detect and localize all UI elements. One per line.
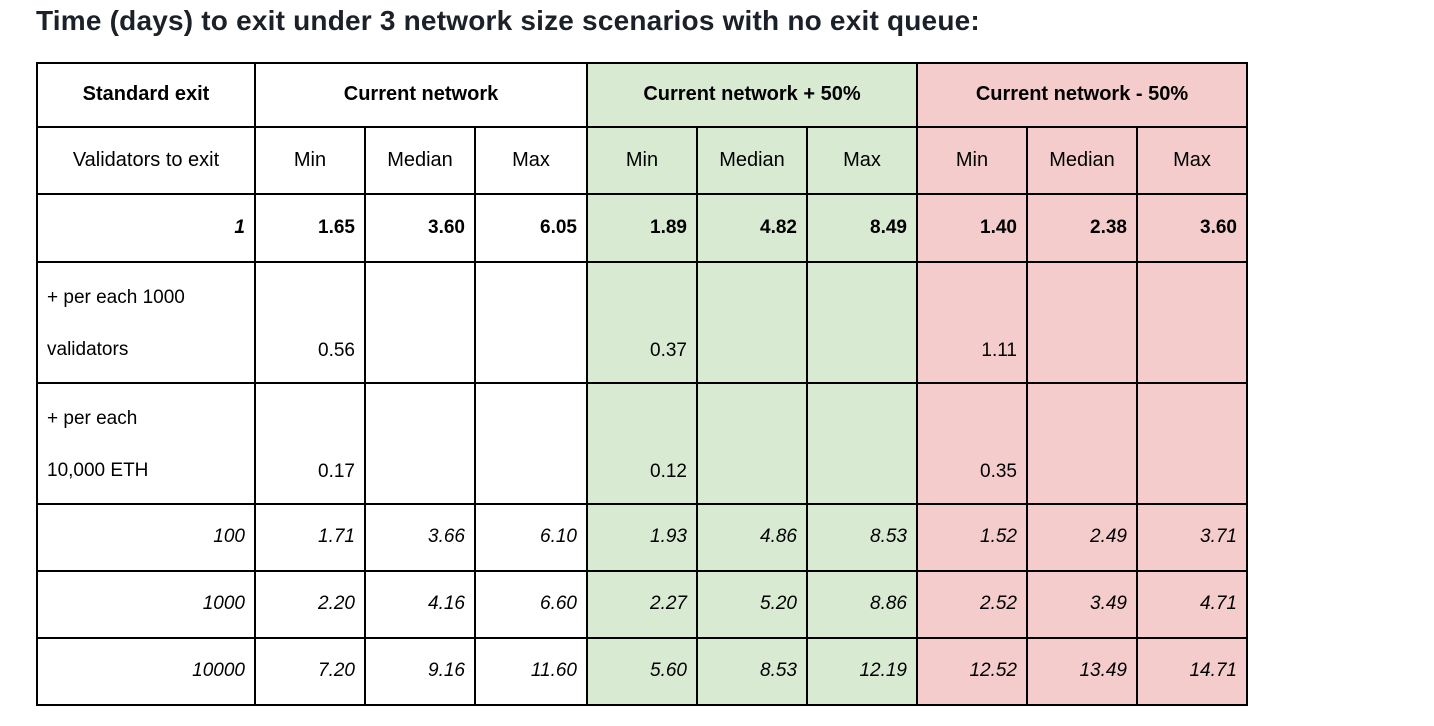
cell	[364, 260, 476, 384]
cell: 7.20	[254, 636, 366, 706]
cell: 1.52	[916, 502, 1028, 572]
subheader-median: Median	[696, 125, 808, 195]
subheader-min: Min	[916, 125, 1028, 195]
cell: 2.20	[254, 569, 366, 639]
subheader-max: Max	[806, 125, 918, 195]
header-standard-exit: Standard exit	[36, 61, 256, 128]
cell: 8.53	[696, 636, 808, 706]
row-label: 1	[36, 192, 256, 263]
sub-header-row: Validators to exit Min Median Max Min Me…	[36, 125, 1248, 195]
page-title: Time (days) to exit under 3 network size…	[36, 5, 980, 36]
cell: 13.49	[1026, 636, 1138, 706]
cell	[474, 381, 588, 505]
cell: 8.86	[806, 569, 918, 639]
cell: 0.37	[586, 260, 698, 384]
group-header-minus-50: Current network - 50%	[916, 61, 1248, 128]
table-row: 1000 2.20 4.16 6.60 2.27 5.20 8.86 2.52 …	[36, 569, 1248, 639]
table-row: 100 1.71 3.66 6.10 1.93 4.86 8.53 1.52 2…	[36, 502, 1248, 572]
cell: 14.71	[1136, 636, 1248, 706]
cell: 1.65	[254, 192, 366, 263]
subheader-median: Median	[364, 125, 476, 195]
group-header-plus-50: Current network + 50%	[586, 61, 918, 128]
cell	[474, 260, 588, 384]
cell: 9.16	[364, 636, 476, 706]
cell	[364, 381, 476, 505]
cell: 4.86	[696, 502, 808, 572]
cell: 3.49	[1026, 569, 1138, 639]
cell: 11.60	[474, 636, 588, 706]
cell	[696, 381, 808, 505]
exit-times-table: Standard exit Current network Current ne…	[36, 61, 1248, 706]
cell	[1136, 260, 1248, 384]
subheader-max: Max	[1136, 125, 1248, 195]
cell: 12.52	[916, 636, 1028, 706]
cell: 1.11	[916, 260, 1028, 384]
cell: 5.20	[696, 569, 808, 639]
table-row: + per each 10,000 ETH 0.17 0.12 0.35	[36, 381, 1248, 505]
table-row: 1 1.65 3.60 6.05 1.89 4.82 8.49 1.40 2.3…	[36, 192, 1248, 263]
cell: 3.71	[1136, 502, 1248, 572]
cell: 3.60	[1136, 192, 1248, 263]
cell: 3.66	[364, 502, 476, 572]
cell: 6.10	[474, 502, 588, 572]
table-row: 10000 7.20 9.16 11.60 5.60 8.53 12.19 12…	[36, 636, 1248, 706]
cell	[806, 260, 918, 384]
table-row: + per each 1000 validators 0.56 0.37 1.1…	[36, 260, 1248, 384]
cell	[806, 381, 918, 505]
row-label-lines: + per each 1000 validators	[47, 287, 185, 360]
row-label: 1000	[36, 569, 256, 639]
cell: 4.71	[1136, 569, 1248, 639]
cell: 4.82	[696, 192, 808, 263]
cell: 5.60	[586, 636, 698, 706]
row-label: + per each 10,000 ETH	[36, 381, 256, 505]
cell: 1.71	[254, 502, 366, 572]
row-label: 100	[36, 502, 256, 572]
cell: 6.60	[474, 569, 588, 639]
cell: 0.35	[916, 381, 1028, 505]
cell: 0.12	[586, 381, 698, 505]
cell: 1.40	[916, 192, 1028, 263]
cell: 3.60	[364, 192, 476, 263]
row-label-lines: + per each 10,000 ETH	[47, 408, 149, 481]
group-header-current-network: Current network	[254, 61, 588, 128]
cell: 2.49	[1026, 502, 1138, 572]
cell	[1136, 381, 1248, 505]
row-label: + per each 1000 validators	[36, 260, 256, 384]
cell: 6.05	[474, 192, 588, 263]
cell: 2.52	[916, 569, 1028, 639]
subheader-median: Median	[1026, 125, 1138, 195]
cell: 1.89	[586, 192, 698, 263]
cell	[1026, 381, 1138, 505]
cell: 8.49	[806, 192, 918, 263]
cell: 8.53	[806, 502, 918, 572]
row-label: 10000	[36, 636, 256, 706]
subheader-max: Max	[474, 125, 588, 195]
header-validators-to-exit: Validators to exit	[36, 125, 256, 195]
group-header-row: Standard exit Current network Current ne…	[36, 61, 1248, 128]
cell: 12.19	[806, 636, 918, 706]
subheader-min: Min	[254, 125, 366, 195]
cell: 0.17	[254, 381, 366, 505]
cell	[696, 260, 808, 384]
cell: 2.38	[1026, 192, 1138, 263]
cell	[1026, 260, 1138, 384]
cell: 2.27	[586, 569, 698, 639]
cell: 4.16	[364, 569, 476, 639]
subheader-min: Min	[586, 125, 698, 195]
cell: 0.56	[254, 260, 366, 384]
cell: 1.93	[586, 502, 698, 572]
